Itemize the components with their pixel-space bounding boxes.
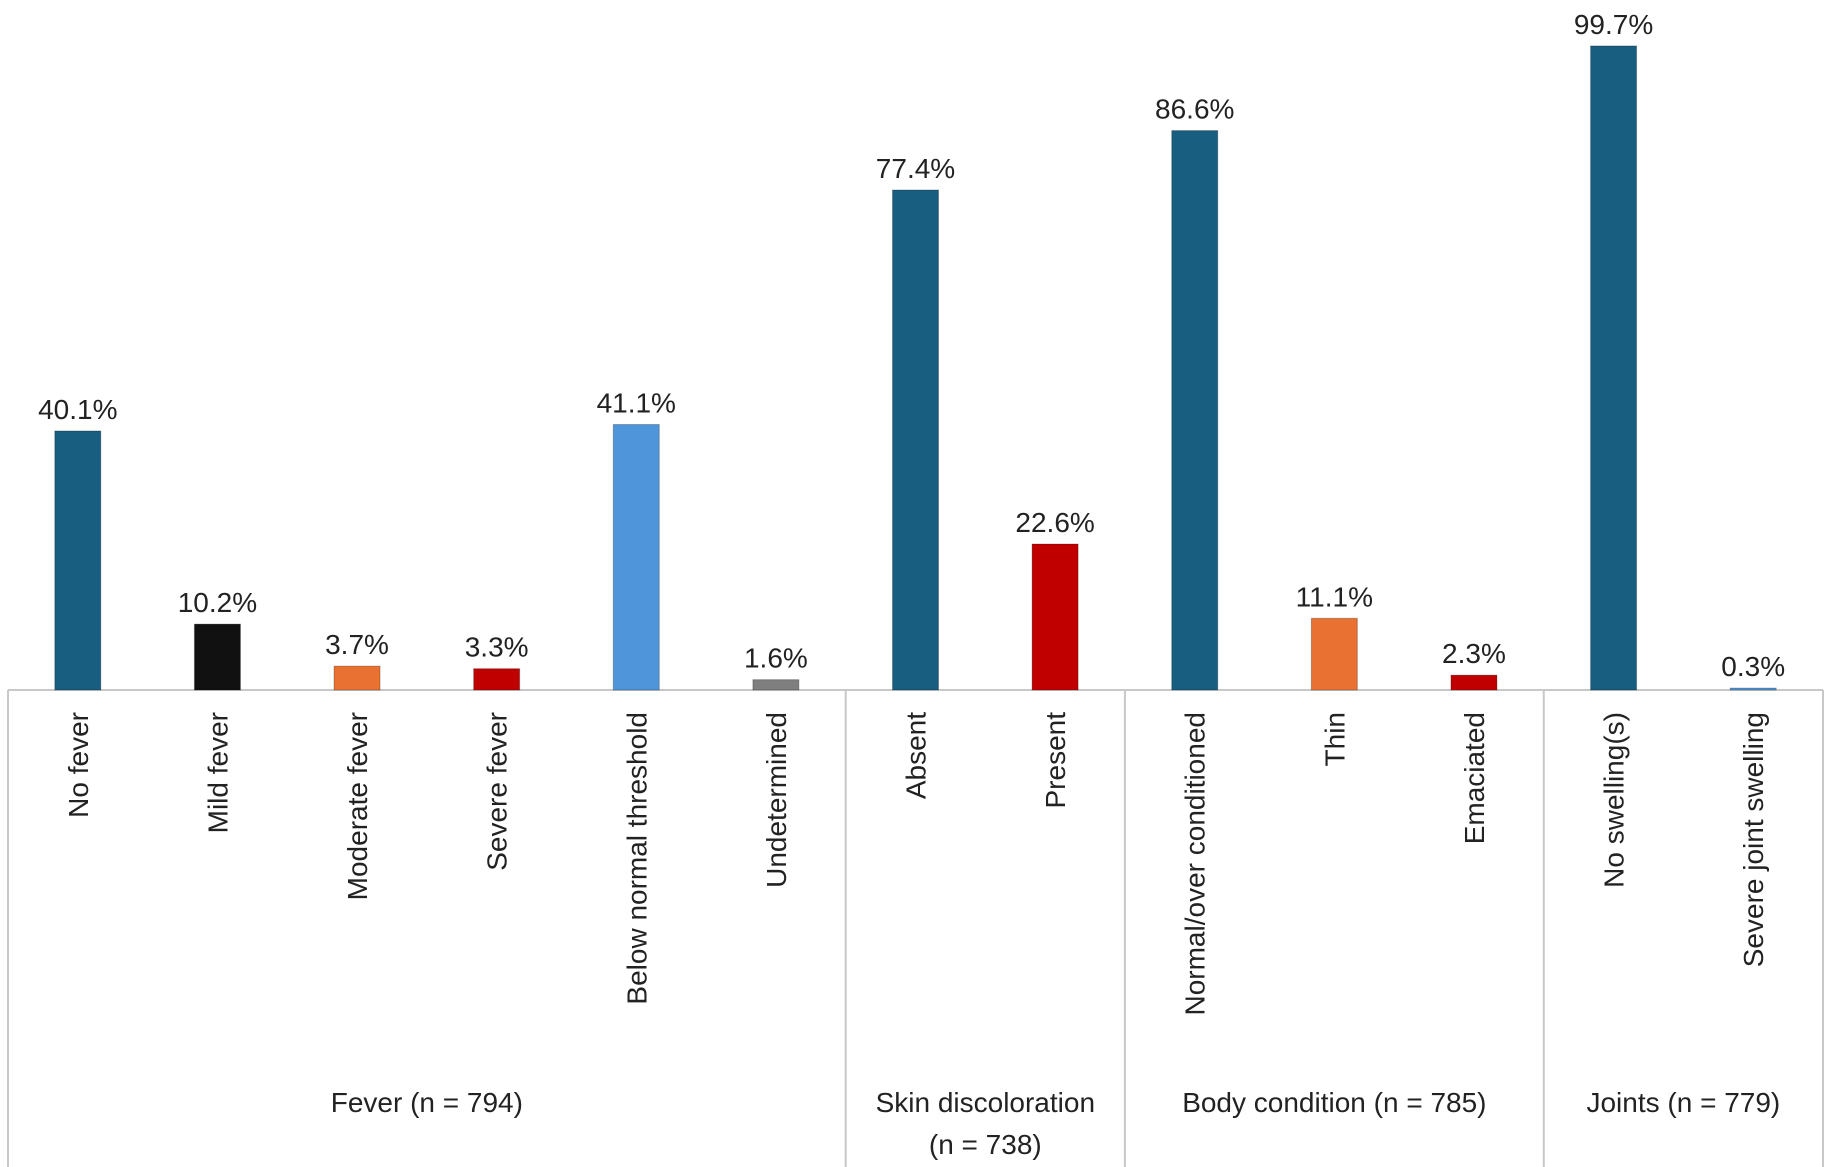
data-label: 99.7% <box>1574 9 1653 40</box>
bar-present <box>1031 543 1079 691</box>
data-label: 2.3% <box>1442 638 1506 669</box>
category-label: Moderate fever <box>342 712 373 900</box>
category-label: Severe fever <box>482 712 513 871</box>
category-label: Thin <box>1319 712 1350 766</box>
category-label: No fever <box>63 712 94 818</box>
bar-absent <box>892 189 939 691</box>
bar-below-normal-threshold <box>612 423 660 691</box>
bar-thin <box>1310 617 1358 691</box>
category-label: Mild fever <box>202 712 233 833</box>
group-label: Skin discoloration <box>876 1087 1095 1118</box>
bar-undetermined <box>752 679 800 691</box>
data-label: 77.4% <box>876 153 955 184</box>
data-label: 1.6% <box>744 643 808 674</box>
bar-normal-over-conditioned <box>1171 130 1219 691</box>
bar-mild-fever <box>193 623 241 691</box>
bar-emaciated <box>1450 674 1498 691</box>
category-label: Normal/over conditioned <box>1180 712 1211 1016</box>
data-label: 86.6% <box>1155 94 1234 125</box>
category-label: Below normal threshold <box>621 712 652 1005</box>
category-label: Absent <box>901 712 932 799</box>
data-label: 0.3% <box>1721 651 1785 682</box>
label-layer: Fever (n = 794) Skin discoloration (n = 73… <box>38 9 1785 1160</box>
data-label: 40.1% <box>38 394 117 425</box>
bar-no-swelling-s <box>1590 45 1638 691</box>
data-label: 10.2% <box>178 587 257 618</box>
bar-severe-fever <box>473 668 521 691</box>
group-label: Joints (n = 779) <box>1586 1087 1780 1118</box>
category-label: Present <box>1040 712 1071 809</box>
group-label: Fever (n = 794) <box>331 1087 523 1118</box>
category-label: Emaciated <box>1459 712 1490 844</box>
data-label: 22.6% <box>1015 507 1094 538</box>
category-label: Undetermined <box>761 712 792 888</box>
bar-layer <box>54 45 1777 691</box>
data-label: 3.7% <box>325 629 389 660</box>
group-label: (n = 738) <box>929 1129 1042 1160</box>
group-label: Body condition (n = 785) <box>1182 1087 1486 1118</box>
data-label: 41.1% <box>597 387 676 418</box>
category-label: Severe joint swelling <box>1738 712 1769 967</box>
bar-moderate-fever <box>333 665 381 691</box>
data-label: 11.1% <box>1296 581 1373 612</box>
bar-no-fever <box>54 430 102 691</box>
bar-severe-joint-swelling <box>1729 687 1777 691</box>
category-label: No swelling(s) <box>1599 712 1630 888</box>
data-label: 3.3% <box>465 632 529 663</box>
